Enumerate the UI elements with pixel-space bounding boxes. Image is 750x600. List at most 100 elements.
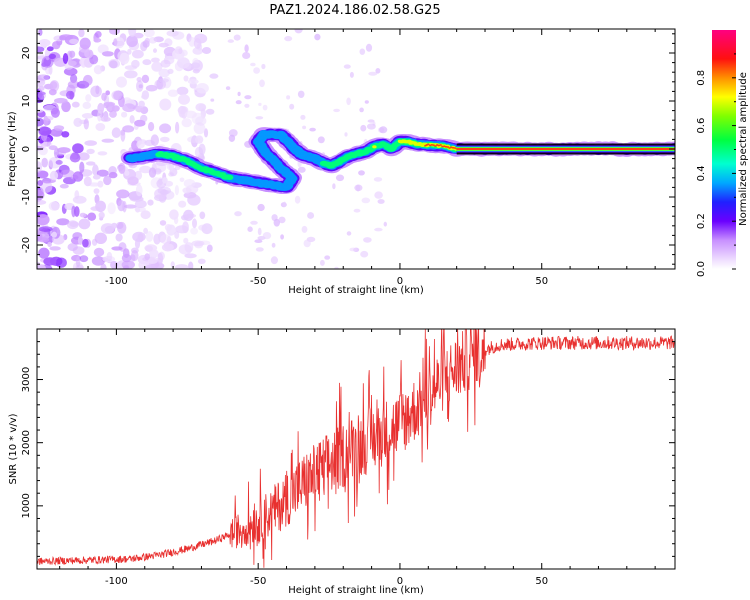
noise-blob (183, 209, 194, 221)
noise-blob (61, 101, 71, 113)
noise-blob (278, 216, 286, 224)
noise-blob (271, 242, 276, 248)
spectrogram-xtick-label: 0 (397, 276, 403, 287)
noise-blob (140, 210, 151, 220)
noise-blob (100, 263, 107, 269)
noise-blob (47, 241, 52, 247)
noise-blob (374, 227, 383, 232)
noise-blob (258, 102, 262, 106)
noise-blob (160, 59, 171, 68)
noise-blob (349, 247, 358, 252)
noise-blob (41, 55, 54, 68)
noise-blob (122, 265, 130, 269)
noise-blob (127, 103, 134, 109)
colorbar-tick-label: 0.8 (696, 70, 707, 86)
noise-blob (153, 48, 157, 53)
noise-blob (111, 90, 122, 101)
noise-blob (320, 259, 325, 266)
noise-blob (359, 48, 366, 55)
noise-blob (148, 167, 157, 178)
noise-blob (367, 123, 376, 130)
noise-blob (314, 33, 321, 41)
ridge (120, 127, 675, 194)
noise-blob (102, 51, 114, 57)
noise-blob (148, 37, 157, 44)
noise-blob (367, 119, 375, 123)
noise-blob (184, 110, 197, 119)
noise-blob (192, 218, 197, 229)
noise-blob (111, 246, 123, 251)
noise-blob (127, 48, 132, 55)
noise-blob (157, 186, 171, 195)
noise-blob (68, 60, 77, 66)
noise-blob (147, 256, 158, 264)
noise-blob (172, 31, 185, 40)
noise-blob (107, 202, 116, 215)
noise-blob (255, 116, 264, 120)
noise-blob (375, 68, 381, 74)
colorbar-axes: 0.0 0.2 0.4 0.6 0.8 (696, 53, 736, 277)
noise-blob (160, 136, 170, 143)
noise-blob (144, 37, 150, 45)
noise-blob (181, 118, 192, 128)
noise-blob (81, 113, 94, 119)
noise-blob (94, 232, 108, 244)
noise-blob (38, 226, 53, 232)
colorbar-tick-label: 0.0 (696, 261, 707, 277)
noise-blob (117, 221, 127, 234)
noise-blob (82, 74, 93, 86)
noise-blob (144, 244, 158, 252)
noise-blob (143, 29, 155, 38)
noise-blob (188, 36, 196, 47)
snr-xtick-label: -50 (250, 576, 266, 587)
noise-blob (132, 231, 146, 242)
noise-blob (62, 53, 69, 64)
snr-axes: -100 -50 0 50 1000 2000 3000 (21, 328, 675, 587)
noise-blob (93, 65, 103, 75)
noise-blob (117, 200, 126, 212)
noise-blob (383, 221, 387, 227)
noise-blob (360, 124, 367, 132)
noise-blob (160, 234, 172, 245)
noise-blob (43, 257, 57, 266)
spectrogram-xtick-label: -50 (250, 276, 266, 287)
noise-blob (297, 166, 306, 173)
noise-blob (37, 214, 50, 226)
noise-blob (158, 78, 169, 83)
noise-blob (250, 220, 258, 225)
noise-blob (37, 180, 44, 186)
noise-blob (182, 221, 189, 234)
noise-blob (77, 236, 83, 246)
noise-blob (210, 98, 215, 102)
noise-blob (183, 75, 189, 82)
noise-blob (297, 90, 305, 99)
noise-blob (109, 60, 118, 69)
noise-blob (48, 157, 61, 169)
noise-blob (66, 90, 75, 100)
noise-blob (283, 201, 287, 208)
noise-blob (105, 90, 110, 96)
noise-blob (159, 123, 172, 134)
noise-blob (142, 59, 152, 66)
noise-blob (244, 44, 249, 53)
noise-blob (48, 53, 56, 60)
noise-blob (192, 47, 203, 55)
noise-blob (55, 160, 63, 165)
noise-blob (79, 212, 87, 218)
noise-blob (43, 116, 54, 121)
snr-xtick-label: 0 (397, 576, 403, 587)
noise-blob (294, 29, 303, 34)
noise-blob (128, 29, 137, 37)
noise-blob (59, 34, 73, 40)
noise-blob (37, 145, 45, 151)
noise-blob (286, 95, 291, 100)
noise-blob (198, 104, 206, 112)
noise-blob (262, 104, 268, 111)
spectrogram-ytick-label: 10 (21, 95, 32, 108)
noise-blob (365, 43, 373, 52)
noise-blob (195, 83, 209, 94)
noise-blob (79, 255, 89, 263)
noise-blob (183, 237, 189, 244)
noise-blob (151, 57, 160, 63)
noise-blob (199, 211, 206, 220)
